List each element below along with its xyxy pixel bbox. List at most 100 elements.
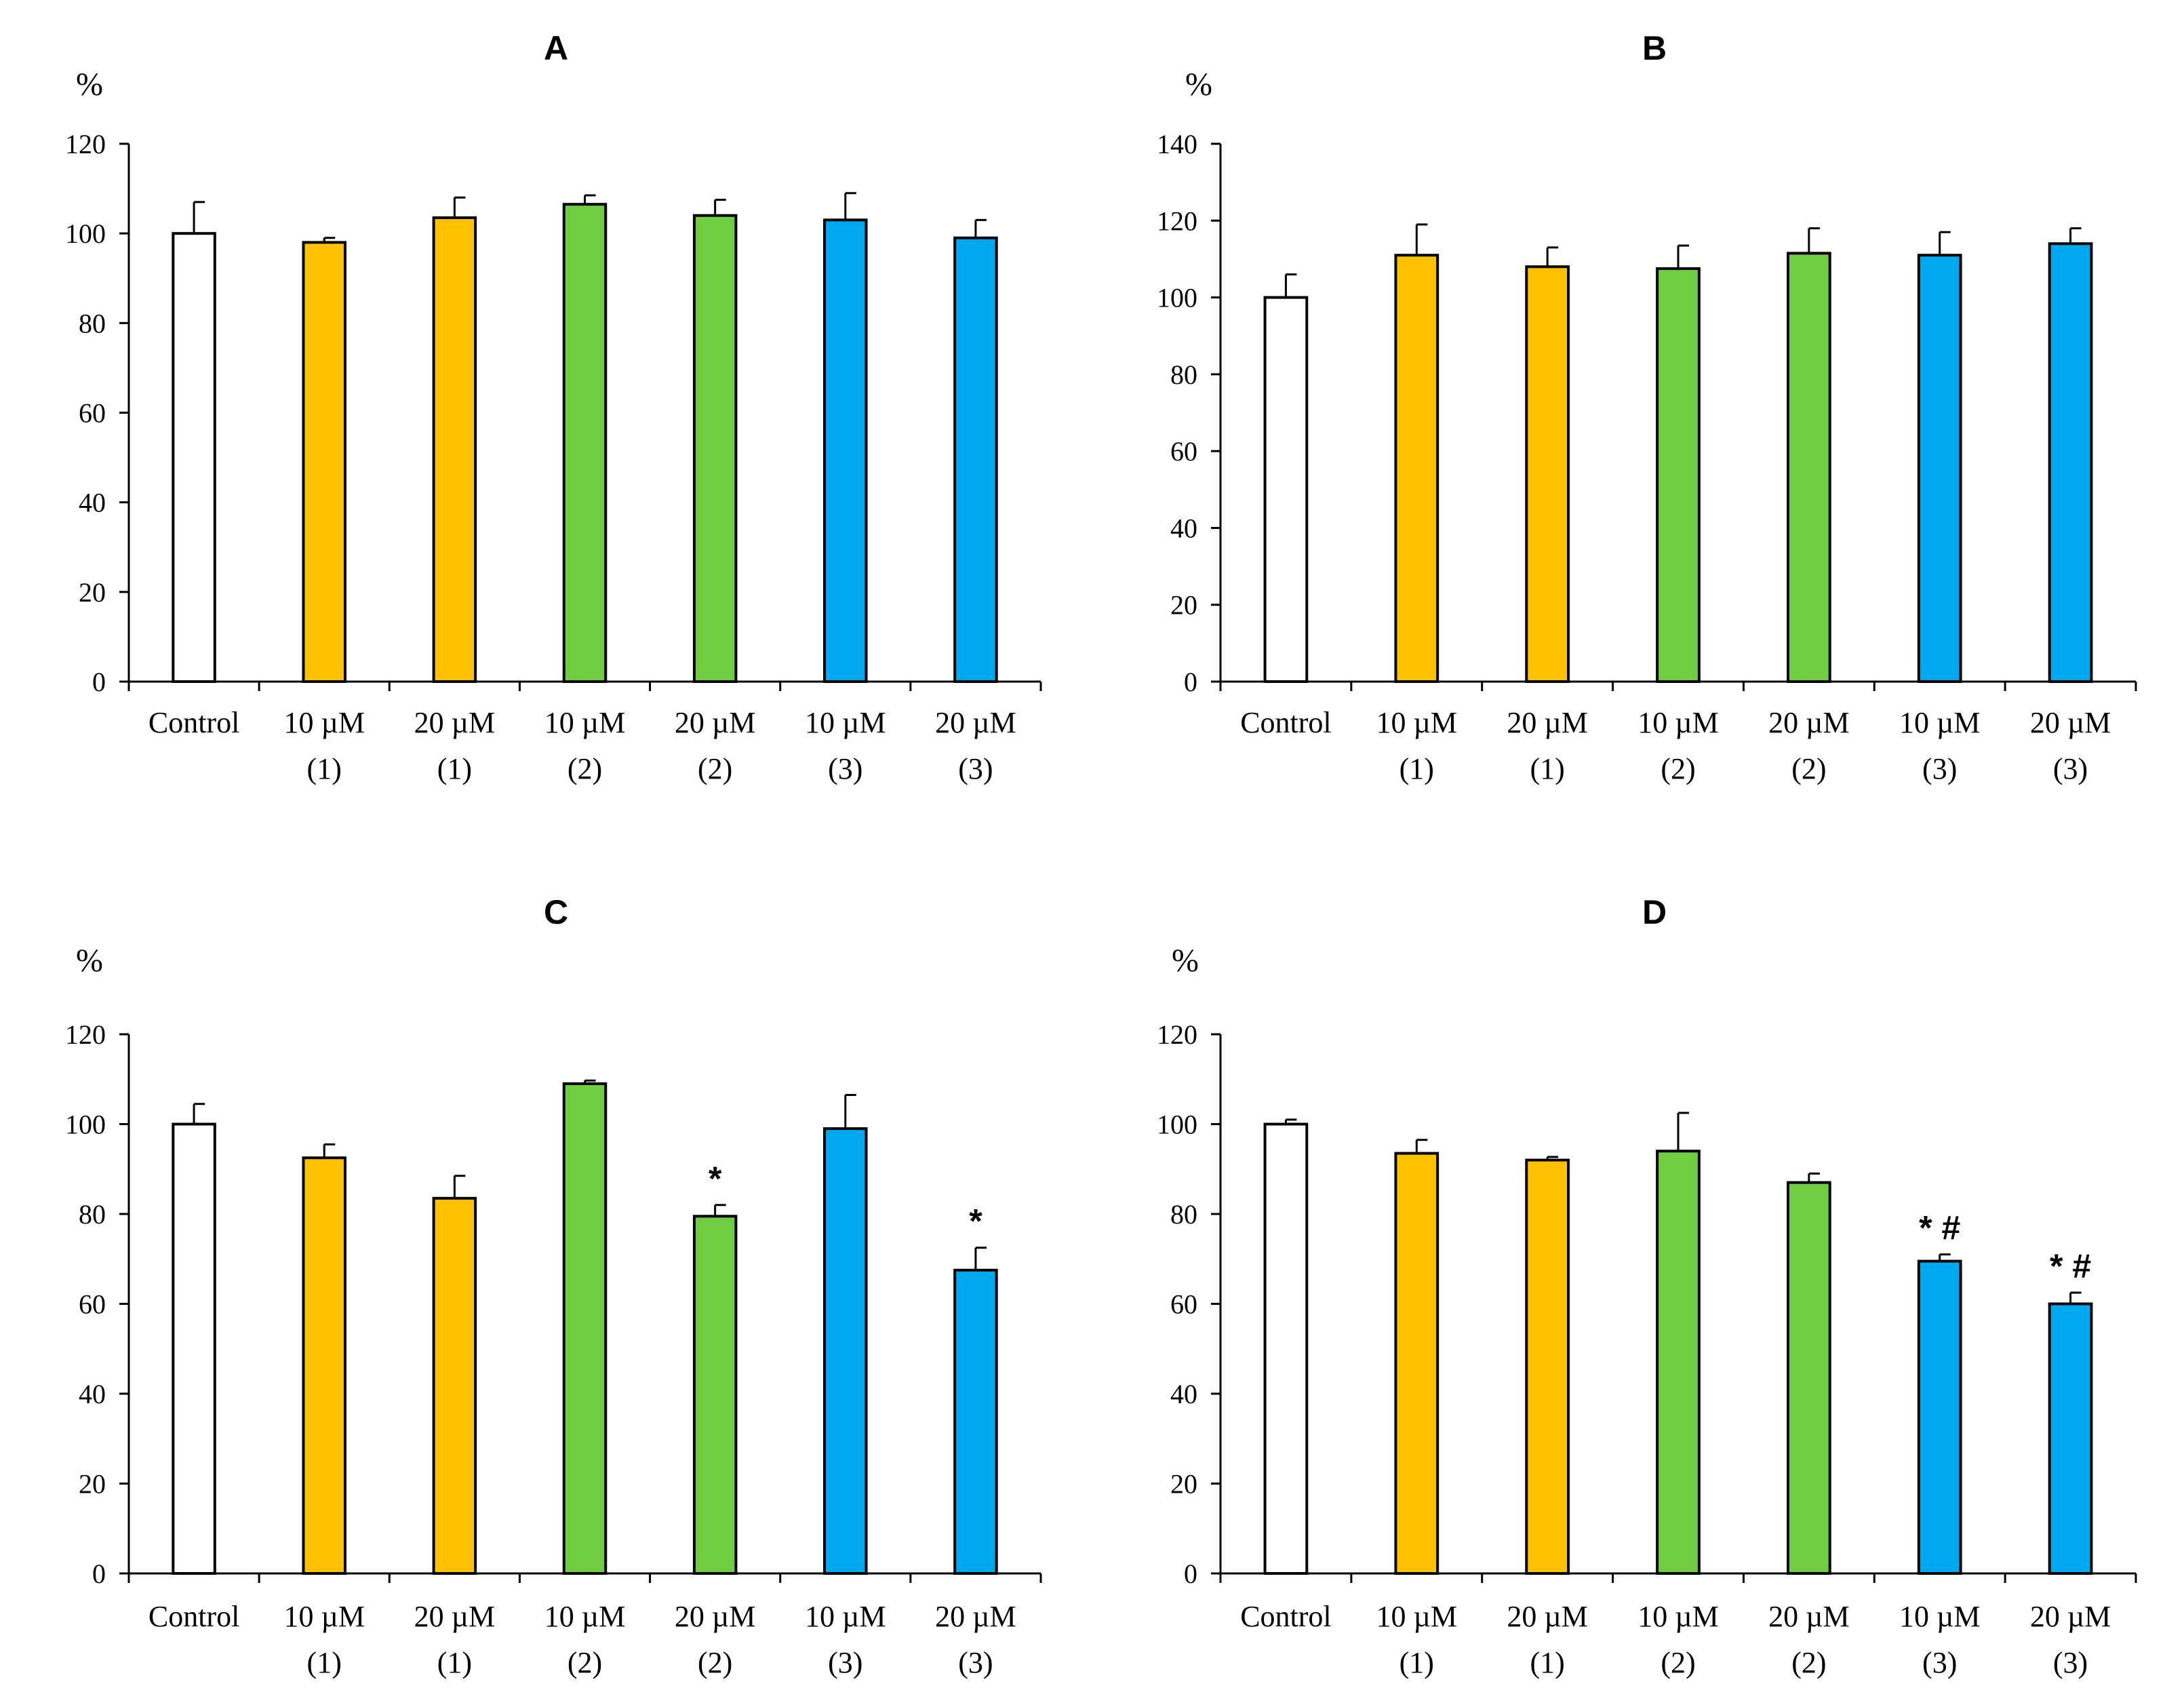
x-tick-label: 10 µM bbox=[283, 706, 364, 739]
panel-title: D bbox=[1642, 893, 1667, 931]
bar-compound2 bbox=[692, 214, 738, 683]
bar-control bbox=[172, 1122, 216, 1575]
x-tick-label-sub: (3) bbox=[958, 1646, 993, 1679]
x-tick-label-sub: (1) bbox=[307, 1646, 342, 1679]
bar-compound2 bbox=[1656, 1150, 1701, 1575]
x-tick-label: 20 µM bbox=[414, 1600, 495, 1633]
x-tick-label-sub: (1) bbox=[307, 752, 342, 785]
bar-compound3 bbox=[1917, 254, 1962, 683]
bar-compound2 bbox=[692, 1215, 738, 1575]
x-tick-label-sub: (1) bbox=[1530, 1646, 1564, 1679]
x-tick-label-sub: (3) bbox=[1922, 752, 1957, 785]
x-tick-label: 10 µM bbox=[805, 706, 886, 739]
bar-compound1 bbox=[432, 1196, 477, 1575]
y-tick-label: 0 bbox=[92, 667, 106, 697]
y-tick-label: 120 bbox=[1157, 205, 1197, 236]
y-tick-label: 80 bbox=[79, 1199, 106, 1230]
x-tick-label: 10 µM bbox=[1376, 706, 1457, 739]
bar-compound3 bbox=[953, 1268, 998, 1575]
y-tick-label: 100 bbox=[1157, 1110, 1197, 1140]
x-tick-label: 20 µM bbox=[935, 706, 1016, 739]
x-tick-label: Control bbox=[1240, 1600, 1331, 1633]
y-tick-label: 40 bbox=[1170, 1379, 1197, 1409]
bar-compound1 bbox=[1525, 1158, 1570, 1575]
y-unit-label: % bbox=[76, 66, 103, 102]
bar-compound3 bbox=[953, 236, 998, 683]
x-tick-label-sub: (2) bbox=[568, 752, 602, 785]
panel-d: D% 0 20 40 60 80 100 120 Control 10 µM (1) 20 µM (1)… bbox=[1157, 893, 2137, 1679]
y-tick-label: 40 bbox=[79, 488, 106, 518]
x-tick-label-sub: (3) bbox=[958, 752, 993, 785]
x-tick-label-sub: (1) bbox=[437, 1646, 472, 1679]
y-tick-label: 80 bbox=[1170, 359, 1197, 390]
y-tick-label: 100 bbox=[65, 1110, 106, 1140]
y-tick-label: 80 bbox=[1170, 1199, 1197, 1230]
y-tick-label: 0 bbox=[1184, 1559, 1197, 1589]
x-tick-label-sub: (2) bbox=[1661, 752, 1695, 785]
y-tick-label: 60 bbox=[79, 1289, 106, 1320]
x-tick-label: 20 µM bbox=[2030, 1600, 2111, 1633]
x-tick-label: 20 µM bbox=[1507, 706, 1587, 739]
bar-compound3 bbox=[1917, 1259, 1962, 1575]
significance-marker: * # bbox=[2050, 1247, 2091, 1285]
x-tick-label: 20 µM bbox=[675, 706, 755, 739]
x-tick-label: 10 µM bbox=[1899, 1600, 1980, 1633]
x-tick-label-sub: (2) bbox=[698, 1646, 732, 1679]
x-tick-label-sub: (2) bbox=[1791, 752, 1826, 785]
y-tick-label: 120 bbox=[65, 1019, 106, 1050]
x-tick-label: 10 µM bbox=[1637, 1600, 1718, 1633]
x-tick-label: 10 µM bbox=[1376, 1600, 1457, 1633]
y-tick-label: 20 bbox=[1170, 590, 1197, 621]
bar-compound1 bbox=[302, 1156, 346, 1575]
x-tick-label: Control bbox=[148, 1600, 239, 1633]
bar-compound2 bbox=[1656, 267, 1701, 683]
y-tick-label: 100 bbox=[65, 218, 106, 249]
panel-b: B% 0 20 40 60 80 100 120 140 Control 10 µM (1) 20 µM… bbox=[1157, 29, 2137, 785]
bar-control bbox=[1263, 296, 1309, 684]
bar-compound3 bbox=[823, 218, 868, 683]
panel-c: C% 0 20 40 60 80 100 120 Control 10 µM (1) 20 µM (1)… bbox=[65, 893, 1042, 1679]
panel-title: C bbox=[544, 893, 568, 931]
y-tick-label: 60 bbox=[79, 398, 106, 429]
x-tick-label: 20 µM bbox=[1507, 1600, 1587, 1633]
x-tick-label: 20 µM bbox=[935, 1600, 1016, 1633]
x-tick-label-sub: (1) bbox=[1399, 1646, 1434, 1679]
x-tick-label: 10 µM bbox=[805, 1600, 886, 1633]
x-tick-label-sub: (2) bbox=[1661, 1646, 1695, 1679]
x-tick-label: Control bbox=[1240, 706, 1331, 739]
x-tick-label: 10 µM bbox=[1637, 706, 1718, 739]
bar-compound1 bbox=[1525, 265, 1570, 683]
y-unit-label: % bbox=[76, 943, 103, 979]
y-unit-label: % bbox=[1172, 943, 1199, 979]
x-tick-label: 10 µM bbox=[283, 1600, 364, 1633]
panel-title: A bbox=[544, 29, 568, 67]
panel-a: A% 0 20 40 60 80 100 120 Control 10 µM (1) 20 µM (1)… bbox=[65, 29, 1042, 785]
y-tick-label: 120 bbox=[1157, 1019, 1197, 1050]
y-tick-label: 20 bbox=[1170, 1469, 1197, 1500]
y-tick-label: 80 bbox=[79, 308, 106, 338]
y-tick-label: 0 bbox=[92, 1559, 106, 1589]
y-tick-label: 0 bbox=[1184, 667, 1197, 697]
y-tick-label: 140 bbox=[1157, 129, 1197, 159]
bar-compound2 bbox=[1787, 252, 1831, 683]
y-unit-label: % bbox=[1185, 66, 1212, 102]
x-tick-label-sub: (2) bbox=[1791, 1646, 1826, 1679]
x-tick-label: 20 µM bbox=[2030, 706, 2111, 739]
y-tick-label: 100 bbox=[1157, 283, 1197, 313]
x-tick-label-sub: (1) bbox=[1530, 752, 1564, 785]
x-tick-label: 10 µM bbox=[1899, 706, 1980, 739]
panel-title: B bbox=[1642, 29, 1667, 67]
significance-marker: * bbox=[709, 1160, 722, 1198]
y-tick-label: 120 bbox=[65, 129, 106, 159]
bar-compound2 bbox=[1787, 1181, 1831, 1575]
y-tick-label: 60 bbox=[1170, 436, 1197, 467]
x-tick-label-sub: (3) bbox=[2053, 752, 2088, 785]
x-tick-label-sub: (3) bbox=[1922, 1646, 1957, 1679]
x-tick-label: 20 µM bbox=[1768, 1600, 1849, 1633]
x-tick-label: 10 µM bbox=[544, 1600, 625, 1633]
bar-compound3 bbox=[823, 1127, 868, 1575]
x-tick-label: 20 µM bbox=[1768, 706, 1849, 739]
x-tick-label-sub: (3) bbox=[828, 752, 862, 785]
x-tick-label: Control bbox=[148, 706, 239, 739]
